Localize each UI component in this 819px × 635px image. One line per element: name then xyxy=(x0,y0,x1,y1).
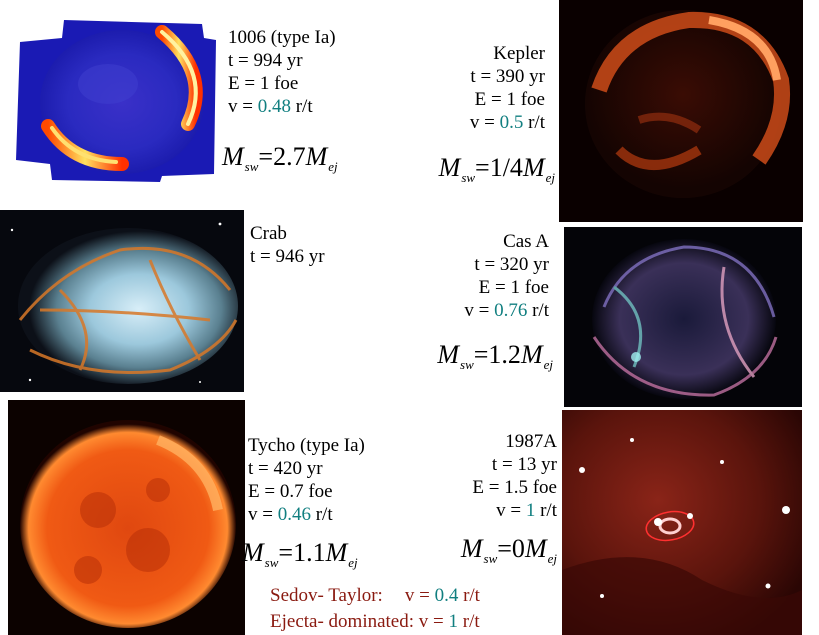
ejecta-label: Ejecta- dominated: v = xyxy=(270,611,449,632)
sn1987a-age: t = 13 yr xyxy=(491,454,557,475)
cas-a-info: Cas A t = 320 yr E = 1 foe v = 0.76 r/t xyxy=(464,230,549,322)
crab-nebula-image xyxy=(0,210,244,392)
cas-a-mass-ratio: Msw=1.2Mej xyxy=(437,340,553,372)
ejecta-dominated-line: Ejecta- dominated: v = 1 r/t xyxy=(270,611,480,632)
tycho-age: t = 420 yr xyxy=(248,458,323,479)
kepler-energy: E = 1 foe xyxy=(474,89,545,110)
cas-a-energy: E = 1 foe xyxy=(478,277,549,298)
tycho-mass-ratio: Msw=1.1Mej xyxy=(242,538,358,570)
sn1987a-name: 1987A xyxy=(505,431,557,452)
crab-info: Crab t = 946 yr xyxy=(250,222,325,268)
tycho-name: Tycho (type Ia) xyxy=(248,435,365,456)
tycho-velocity: v = 0.46 r/t xyxy=(248,504,333,525)
kepler-velocity: v = 0.5 r/t xyxy=(469,112,545,133)
sn1006-xray-image xyxy=(12,14,220,182)
kepler-mass-ratio: Msw=1/4Mej xyxy=(438,153,555,185)
cas-a-age: t = 320 yr xyxy=(474,254,549,275)
kepler-age: t = 390 yr xyxy=(470,66,545,87)
crab-name: Crab xyxy=(250,223,287,244)
sn1006-energy: E = 1 foe xyxy=(228,73,299,94)
cas-a-velocity: v = 0.76 r/t xyxy=(464,300,549,321)
tycho-image xyxy=(8,400,245,635)
sn1006-mass-ratio: Msw=2.7Mej xyxy=(222,142,338,174)
sedov-label: Sedov- Taylor: xyxy=(270,585,383,606)
kepler-info: Kepler t = 390 yr E = 1 foe v = 0.5 r/t xyxy=(470,42,545,134)
sn1006-age: t = 994 yr xyxy=(228,50,303,71)
sn1006-velocity: v = 0.48 r/t xyxy=(228,96,313,117)
cas-a-image xyxy=(564,227,802,407)
sn1987a-energy: E = 1.5 foe xyxy=(472,477,557,498)
tycho-info: Tycho (type Ia) t = 420 yr E = 0.7 foe v… xyxy=(248,434,365,526)
sn1006-name: 1006 (type Ia) xyxy=(228,27,336,48)
cas-a-name: Cas A xyxy=(503,231,549,252)
crab-age: t = 946 yr xyxy=(250,246,325,267)
kepler-name: Kepler xyxy=(493,43,545,64)
sn1987a-mass-ratio: Msw=0Mej xyxy=(460,534,557,566)
sn1987a-image xyxy=(562,410,802,635)
sn1006-info: 1006 (type Ia) t = 994 yr E = 1 foe v = … xyxy=(228,26,336,118)
sn1987a-info: 1987A t = 13 yr E = 1.5 foe v = 1 r/t xyxy=(472,430,557,522)
sedov-taylor-line: Sedov- Taylor: v = 0.4 r/t xyxy=(270,585,480,606)
tycho-energy: E = 0.7 foe xyxy=(248,481,333,502)
kepler-image xyxy=(559,0,803,222)
sn1987a-velocity: v = 1 r/t xyxy=(496,500,557,521)
